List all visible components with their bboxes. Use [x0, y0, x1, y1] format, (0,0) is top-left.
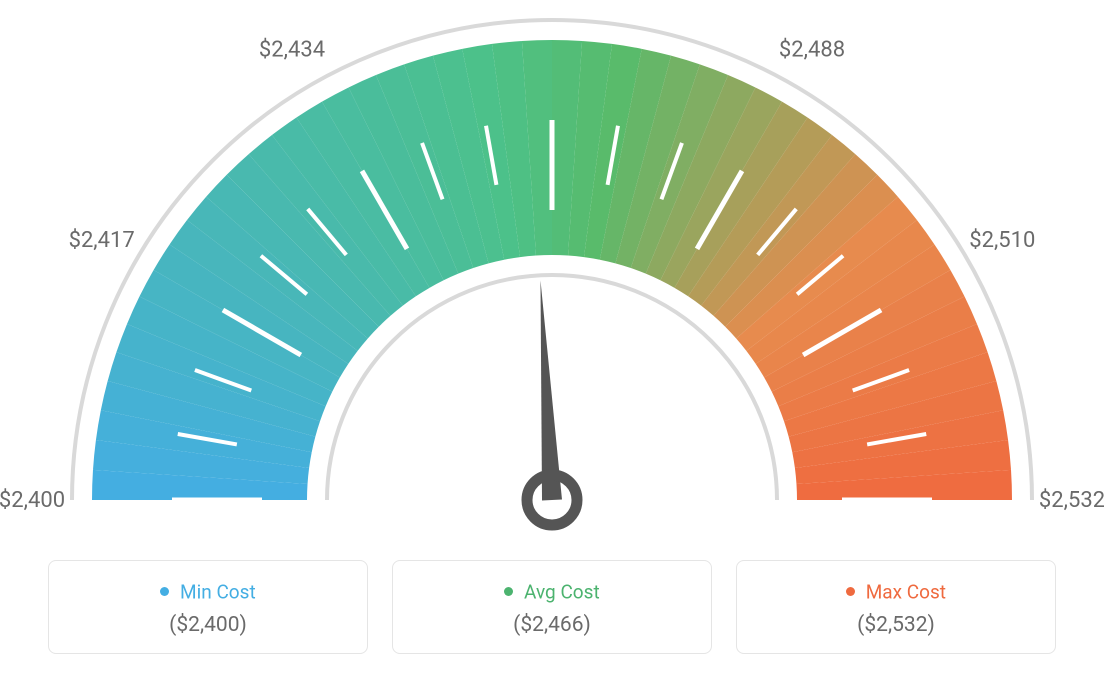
legend-card-avg: Avg Cost ($2,466): [392, 560, 712, 654]
legend-label-max: Max Cost: [749, 579, 1043, 603]
legend-row: Min Cost ($2,400) Avg Cost ($2,466) Max …: [0, 560, 1104, 654]
legend-card-max: Max Cost ($2,532): [736, 560, 1056, 654]
gauge-tick-label: $2,488: [779, 38, 845, 63]
gauge-tick-label: $2,434: [259, 38, 325, 63]
legend-label-text-avg: Avg Cost: [524, 580, 600, 603]
gauge-tick-label: $2,532: [1039, 488, 1104, 513]
legend-dot-avg: [504, 587, 513, 596]
legend-value-min: ($2,400): [61, 613, 355, 637]
legend-card-min: Min Cost ($2,400): [48, 560, 368, 654]
legend-label-min: Min Cost: [61, 579, 355, 603]
legend-label-text-min: Min Cost: [180, 580, 256, 603]
gauge-needle: [540, 280, 562, 500]
gauge-tick-label: $2,400: [0, 488, 65, 513]
legend-value-max: ($2,532): [749, 613, 1043, 637]
legend-value-avg: ($2,466): [405, 613, 699, 637]
gauge-svg: $2,400$2,417$2,434$2,466$2,488$2,510$2,5…: [0, 0, 1104, 560]
legend-dot-max: [846, 587, 855, 596]
gauge-tick-label: $2,510: [969, 228, 1035, 253]
legend-label-avg: Avg Cost: [405, 579, 699, 603]
legend-label-text-max: Max Cost: [866, 580, 946, 603]
gauge-chart: $2,400$2,417$2,434$2,466$2,488$2,510$2,5…: [0, 0, 1104, 560]
legend-dot-min: [160, 587, 169, 596]
gauge-tick-label: $2,417: [69, 228, 135, 253]
